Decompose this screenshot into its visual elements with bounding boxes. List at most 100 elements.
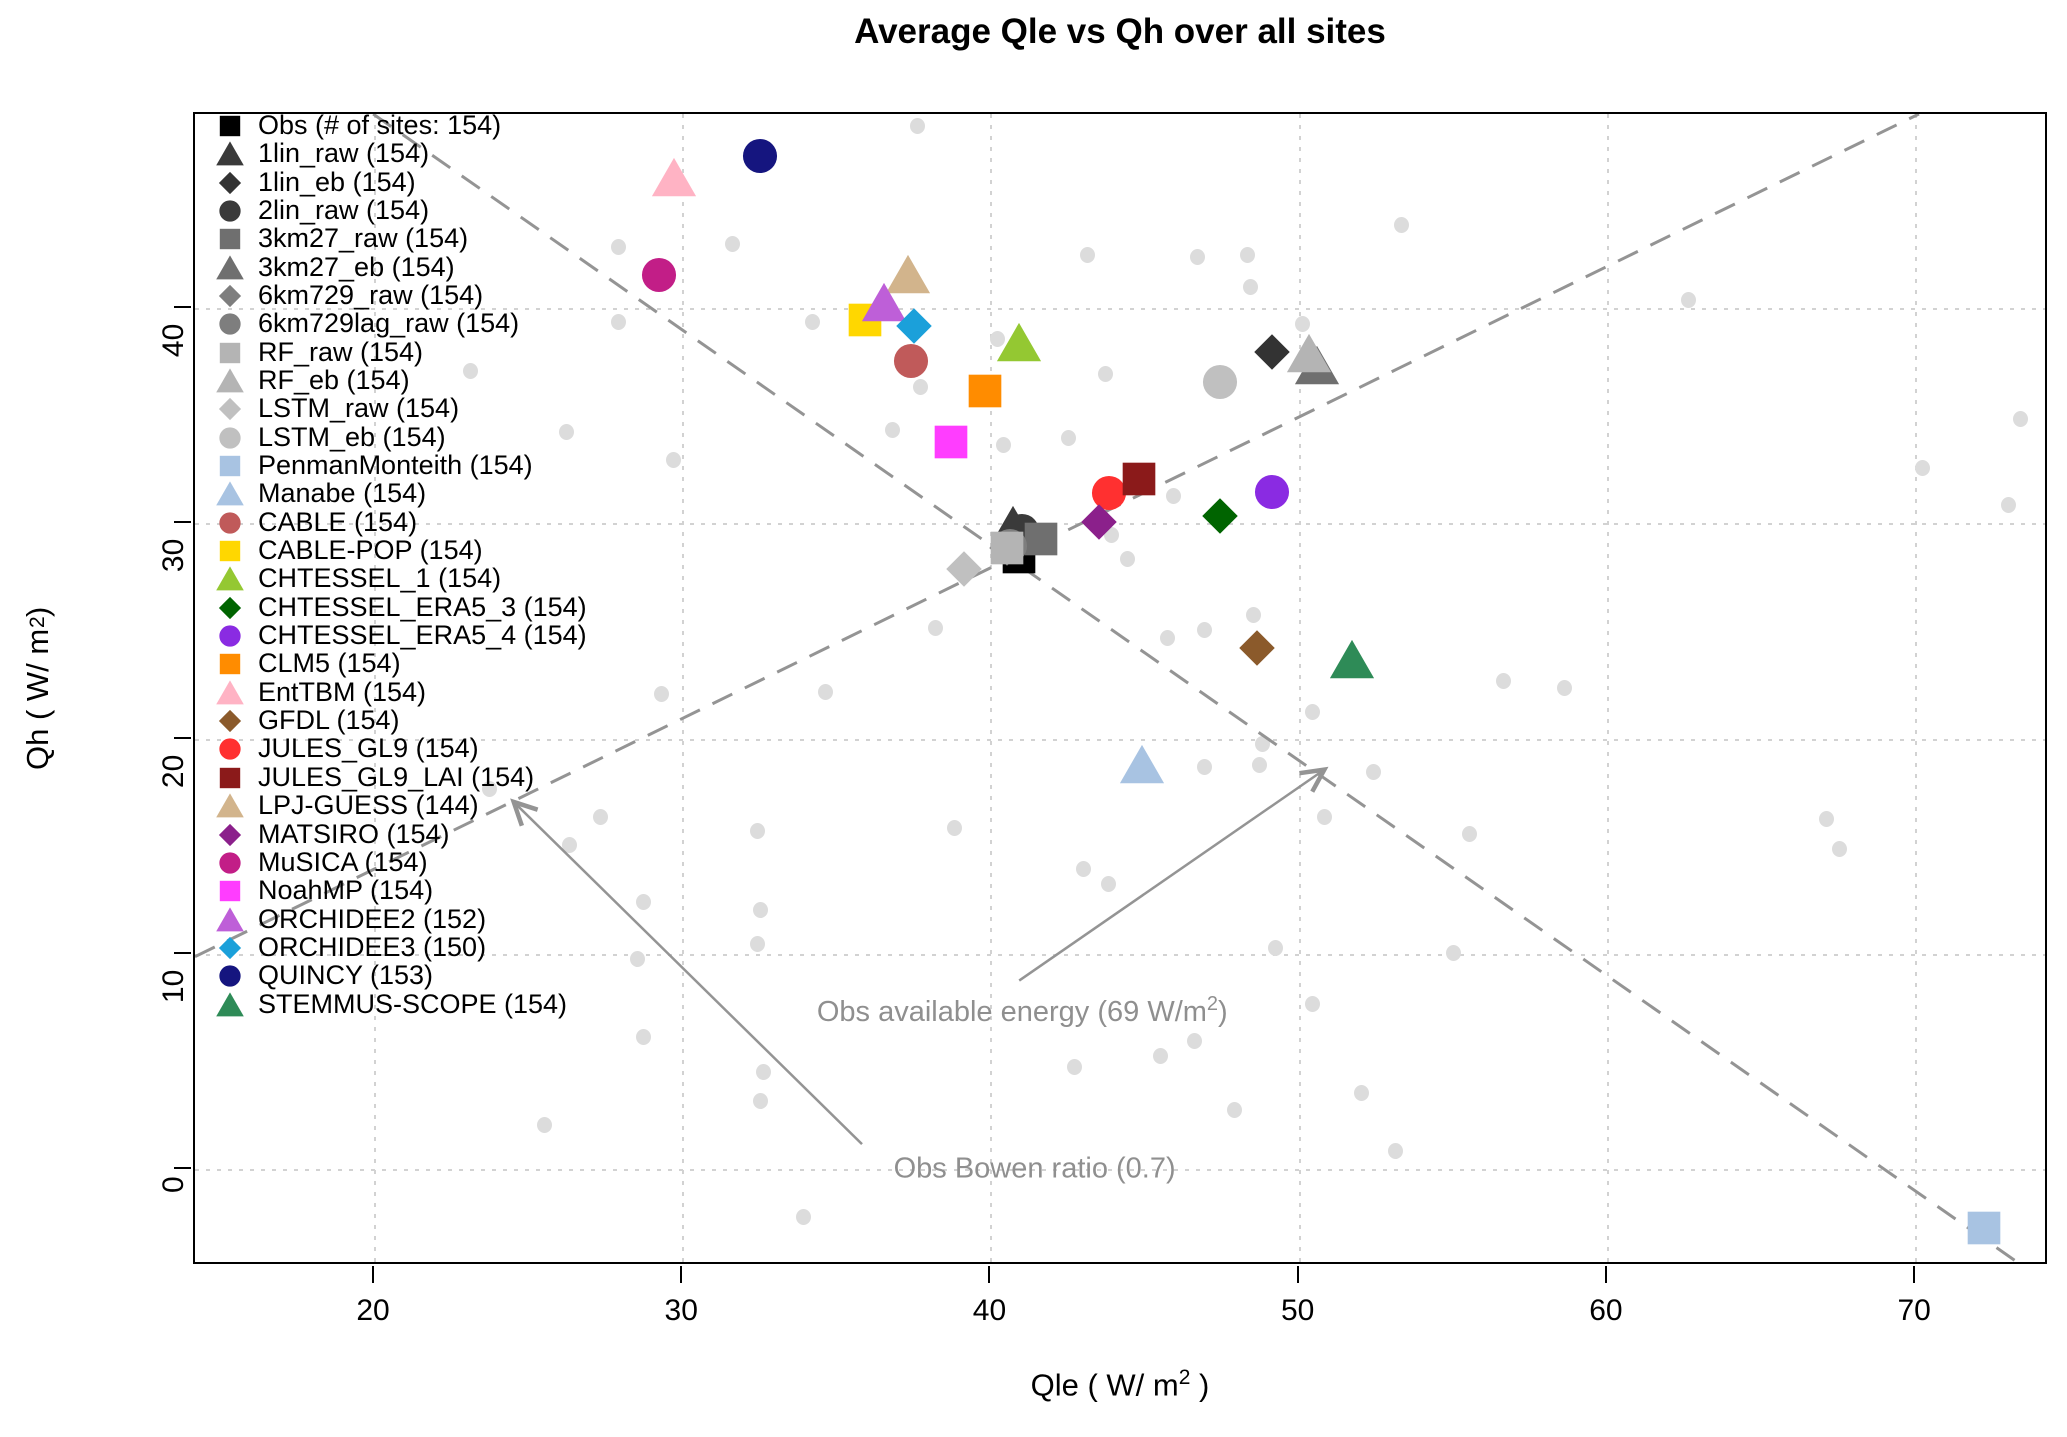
site-dot	[1304, 703, 1320, 720]
legend-item-ORCHIDEE2: ORCHIDEE2 (152)	[215, 904, 487, 934]
legend-item-LSTM_raw: LSTM_raw (154)	[215, 393, 459, 424]
site-dot	[990, 331, 1006, 348]
legend-label: 2lin_raw (154)	[258, 195, 430, 225]
site-dot	[1393, 217, 1409, 234]
legend-item-CHTESSEL_ERA5_3: CHTESSEL_ERA5_3 (154)	[215, 592, 587, 623]
legend-item-JULES_GL9: JULES_GL9 (154)	[215, 733, 479, 764]
site-dot	[1304, 996, 1320, 1013]
legend-label: 3km27_eb (154)	[258, 252, 455, 282]
site-dot	[805, 313, 821, 330]
marker-GFDL	[1233, 624, 1281, 672]
marker-CHTESSEL_1	[995, 319, 1043, 367]
gridline-x-60	[1606, 114, 1609, 1262]
diamond-swatch-icon	[215, 593, 245, 623]
gridline-x-30	[682, 114, 685, 1262]
square-swatch-icon	[215, 763, 245, 793]
site-dot	[629, 951, 645, 968]
circle-swatch-icon	[215, 734, 245, 764]
site-dot	[1295, 316, 1311, 333]
square-swatch-icon	[215, 876, 245, 906]
x-tick-40	[988, 1266, 991, 1283]
y-tick-label-30: 30	[157, 538, 190, 573]
site-dot	[885, 421, 901, 438]
gridline-x-40	[990, 114, 993, 1262]
site-dot	[1061, 430, 1077, 447]
legend-label: GFDL (154)	[258, 705, 400, 735]
marker-CLM5	[961, 367, 1009, 415]
site-dot	[1196, 621, 1212, 638]
site-dot	[1914, 460, 1930, 477]
site-dot	[592, 808, 608, 825]
site-dot	[1252, 757, 1268, 774]
legend-item-NoahMP: NoahMP (154)	[215, 875, 433, 906]
marker-LPJ-GUESS	[884, 251, 932, 299]
legend-item-JULES_GL9_LAI: JULES_GL9_LAI (154)	[215, 762, 534, 793]
site-dot	[1067, 1058, 1083, 1075]
circle-swatch-icon	[215, 309, 245, 339]
site-dot	[1242, 279, 1258, 296]
site-dot	[1190, 249, 1206, 266]
legend-label: 6km729lag_raw (154)	[258, 308, 520, 338]
site-dot	[755, 1064, 771, 1081]
x-tick-50	[1296, 1266, 1299, 1283]
x-tick-label-50: 50	[1281, 1294, 1315, 1327]
site-dot	[1353, 1084, 1369, 1101]
x-tick-label-70: 70	[1897, 1294, 1931, 1327]
triangle-swatch-icon	[215, 564, 245, 594]
site-dot	[725, 236, 741, 253]
triangle-swatch-icon	[215, 990, 245, 1020]
square-swatch-icon	[215, 451, 245, 481]
site-dot	[537, 1116, 553, 1133]
site-dot	[1245, 606, 1261, 623]
site-dot	[996, 436, 1012, 453]
legend-label: EntTBM (154)	[258, 677, 427, 707]
site-dot	[1079, 247, 1095, 264]
legend-item-RF_raw: RF_raw (154)	[215, 337, 423, 367]
site-dot	[1557, 679, 1573, 696]
gridline-x-50	[1298, 114, 1301, 1262]
obs-bowen-ratio-label: Obs Bowen ratio (0.7)	[893, 1152, 1176, 1185]
x-tick-label-30: 30	[664, 1294, 698, 1327]
site-dot	[611, 238, 626, 255]
diamond-swatch-icon	[215, 706, 245, 736]
chart-title: Average Qle vs Qh over all sites	[854, 12, 1386, 51]
marker-LSTM_raw	[940, 545, 988, 593]
obs-bowen-ratio-label-arrow	[510, 798, 863, 1146]
marker-QUINCY	[736, 132, 784, 180]
legend-item-GFDL: GFDL (154)	[215, 705, 400, 736]
site-dot	[1153, 1047, 1169, 1064]
legend-label: CHTESSEL_ERA5_4 (154)	[258, 620, 587, 650]
legend-item-2lin_raw: 2lin_raw (154)	[215, 195, 430, 225]
site-dot	[1446, 944, 1462, 961]
site-dot	[752, 901, 768, 918]
square-swatch-icon	[215, 649, 245, 679]
legend-item-CHTESSEL_ERA5_4: CHTESSEL_ERA5_4 (154)	[215, 620, 587, 651]
site-dot	[913, 378, 929, 395]
gridline-x-70	[1915, 114, 1918, 1262]
site-dot	[481, 781, 497, 797]
y-tick-40	[174, 306, 191, 308]
marker-ORCHIDEE3	[890, 302, 938, 350]
y-tick-label-20: 20	[157, 754, 190, 788]
square-swatch-icon	[215, 224, 245, 254]
x-tick-label-40: 40	[972, 1294, 1007, 1327]
legend-item-3km27_raw: 3km27_raw (154)	[215, 223, 468, 254]
legend-item-RF_eb: RF_eb (154)	[215, 365, 410, 395]
legend-label: LSTM_eb (154)	[258, 422, 446, 452]
marker-JULES_GL9_LAI	[1115, 455, 1163, 503]
legend-item-6km729_raw: 6km729_raw (154)	[215, 280, 483, 310]
obs-available-energy-label: Obs available energy (69 W/m2)	[816, 992, 1228, 1028]
legend-label: ORCHIDEE2 (152)	[258, 904, 487, 934]
marker-CHTESSEL_ERA5_3	[1196, 492, 1244, 540]
site-dot	[1366, 763, 1382, 780]
site-dot	[1819, 811, 1835, 828]
circle-swatch-icon	[215, 621, 245, 651]
legend-label: Manabe (154)	[258, 478, 427, 508]
diamond-swatch-icon	[215, 394, 245, 424]
y-tick-0	[174, 1167, 191, 1169]
site-dot	[1098, 365, 1113, 382]
legend-item-ORCHIDEE3: ORCHIDEE3 (150)	[215, 932, 486, 962]
triangle-swatch-icon	[215, 479, 245, 509]
legend-label: LPJ-GUESS (144)	[258, 790, 479, 820]
site-dot	[1831, 841, 1847, 858]
